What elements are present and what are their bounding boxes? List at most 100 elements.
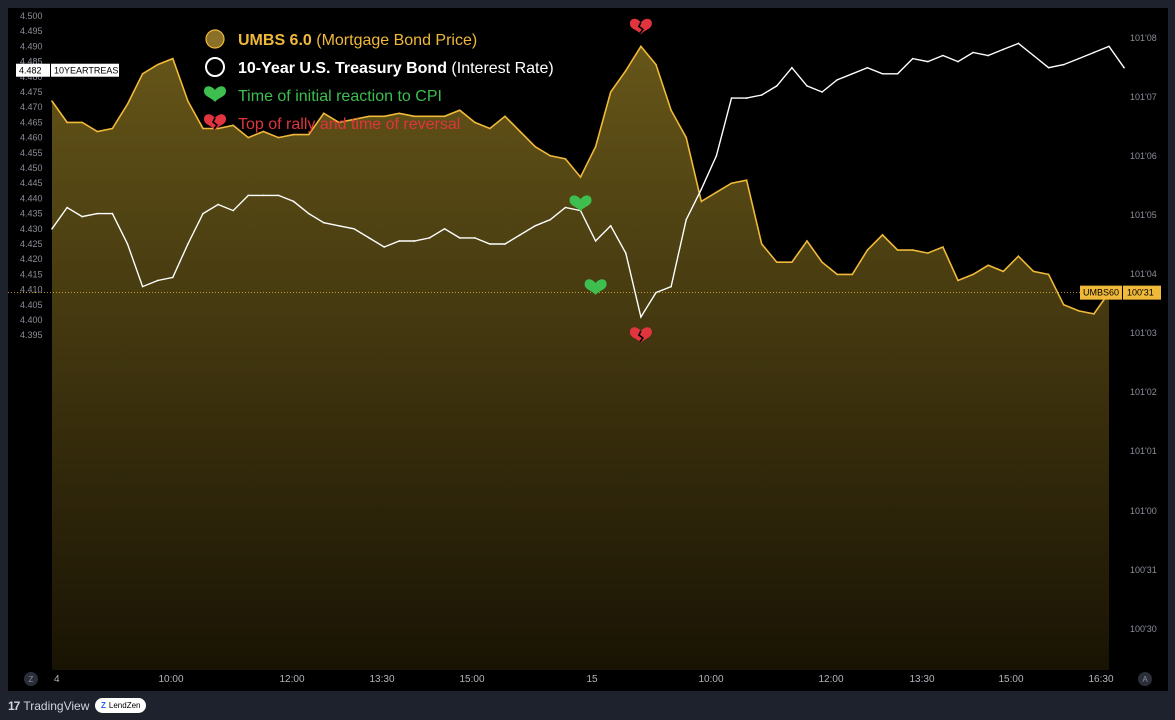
umbs-point: [428, 115, 431, 118]
auto-scale-button[interactable]: A: [1138, 672, 1152, 686]
treasury-point: [655, 291, 657, 294]
marker-layer: [569, 18, 652, 343]
umbs-point: [1002, 270, 1005, 273]
treasury-point: [1123, 66, 1125, 69]
left-tick-label: 4.395: [20, 330, 43, 340]
treasury-tag-value: 4.482: [19, 66, 42, 76]
umbs-point: [821, 261, 823, 264]
left-tick-label: 4.445: [20, 178, 43, 188]
left-tick-label: 4.425: [20, 239, 43, 249]
umbs-point: [1078, 310, 1080, 312]
umbs-point: [745, 179, 748, 181]
umbs-point: [489, 127, 491, 130]
legend: UMBS 6.0 (Mortgage Bond Price) 10-Year U.…: [204, 29, 554, 133]
tradingview-logo[interactable]: 17 TradingView: [8, 699, 89, 713]
left-tick-label: 4.420: [20, 254, 43, 264]
legend-item: Time of initial reaction to CPI: [204, 86, 442, 105]
footer-bar: 17 TradingView Z LendZen: [0, 694, 1175, 720]
lendzen-badge[interactable]: Z LendZen: [95, 698, 147, 713]
umbs-point: [579, 176, 582, 178]
umbs-point: [655, 63, 657, 66]
umbs-point: [987, 264, 989, 267]
umbs-point: [443, 115, 446, 118]
x-tick-label: 15:00: [998, 674, 1023, 685]
treasury-point: [534, 224, 536, 227]
treasury-point: [625, 252, 627, 254]
umbs-point: [972, 273, 974, 276]
left-tick-label: 4.455: [20, 148, 43, 158]
broken-heart-icon: [204, 114, 226, 130]
umbs-point: [51, 100, 53, 102]
x-tick-label: 12:00: [818, 674, 843, 685]
gold-circle-icon: [205, 29, 225, 49]
right-tick-label: 101'03: [1130, 328, 1157, 338]
right-tick-label: 101'00: [1130, 506, 1157, 516]
right-tick-label: 100'31: [1130, 565, 1157, 575]
treasury-point: [791, 66, 793, 69]
umbs-point: [292, 133, 295, 136]
x-tick-label: 4: [54, 674, 60, 685]
umbs-point: [625, 69, 627, 72]
legend-item: Top of rally and time of reversal: [204, 114, 460, 133]
umbs-point: [851, 273, 854, 276]
umbs-area: [52, 46, 1109, 670]
treasury-point: [368, 237, 370, 239]
umbs-point: [881, 234, 884, 236]
left-tick-label: 4.435: [20, 209, 43, 219]
treasury-point: [111, 212, 114, 215]
umbs-price-tag: UMBS60 100'31: [1080, 285, 1161, 300]
umbs-point: [458, 109, 461, 112]
chart-svg: 4.500 4.495 4.490 4.485 4.480 4.475 4.470 4.465…: [8, 11, 1161, 686]
chart-area[interactable]: 4.500 4.495 4.490 4.485 4.480 4.475 4.470 4.465…: [8, 8, 1168, 691]
treasury-point: [126, 243, 129, 245]
umbs-point: [896, 249, 899, 251]
treasury-point: [760, 94, 763, 96]
right-tick-label: 101'02: [1130, 387, 1157, 397]
umbs-point: [957, 279, 959, 282]
umbs-point: [640, 45, 642, 48]
left-tick-label: 4.450: [20, 163, 43, 173]
left-tick-label: 4.415: [20, 269, 43, 279]
left-tick-label: 4.405: [20, 300, 43, 310]
umbs-point: [277, 136, 280, 139]
treasury-point: [881, 72, 884, 75]
badge-label: LendZen: [108, 701, 141, 710]
umbs-point: [927, 252, 929, 254]
treasury-point: [564, 206, 567, 209]
treasury-point: [715, 155, 718, 157]
legend-item: 10-Year U.S. Treasury Bond (Interest Rat…: [205, 57, 554, 77]
x-tick-label: 10:00: [698, 674, 723, 685]
treasury-point: [66, 206, 68, 209]
right-tick-label: 100'30: [1130, 624, 1157, 634]
left-tick-label: 4.440: [20, 193, 43, 203]
lendzen-logo-icon: Z: [101, 701, 106, 710]
treasury-point: [866, 66, 869, 69]
left-tick-label: 4.460: [20, 133, 43, 143]
x-tick-label: 10:00: [158, 674, 183, 685]
treasury-point: [277, 194, 280, 197]
treasury-point: [1078, 57, 1080, 60]
umbs-point: [866, 249, 869, 251]
treasury-point: [821, 91, 823, 93]
umbs-point: [247, 136, 250, 139]
white-circle-icon: [205, 57, 225, 77]
treasury-point: [398, 240, 401, 242]
umbs-point: [202, 127, 204, 130]
axis-zoom-button[interactable]: Z: [24, 672, 38, 686]
legend-item: UMBS 6.0 (Mortgage Bond Price): [205, 29, 477, 49]
umbs-point: [942, 246, 944, 248]
umbs-tag-symbol: UMBS60: [1083, 288, 1119, 298]
treasury-point: [987, 54, 989, 57]
treasury-point: [141, 285, 144, 288]
umbs-point: [911, 249, 914, 251]
treasury-point: [504, 243, 506, 245]
umbs-point: [594, 145, 597, 148]
umbs-point: [806, 240, 808, 242]
legend-label: Top of rally and time of reversal: [238, 116, 460, 133]
umbs-point: [66, 121, 68, 124]
umbs-point: [398, 112, 401, 115]
treasury-point: [217, 203, 219, 206]
treasury-point: [1002, 48, 1005, 51]
umbs-point: [534, 145, 536, 148]
